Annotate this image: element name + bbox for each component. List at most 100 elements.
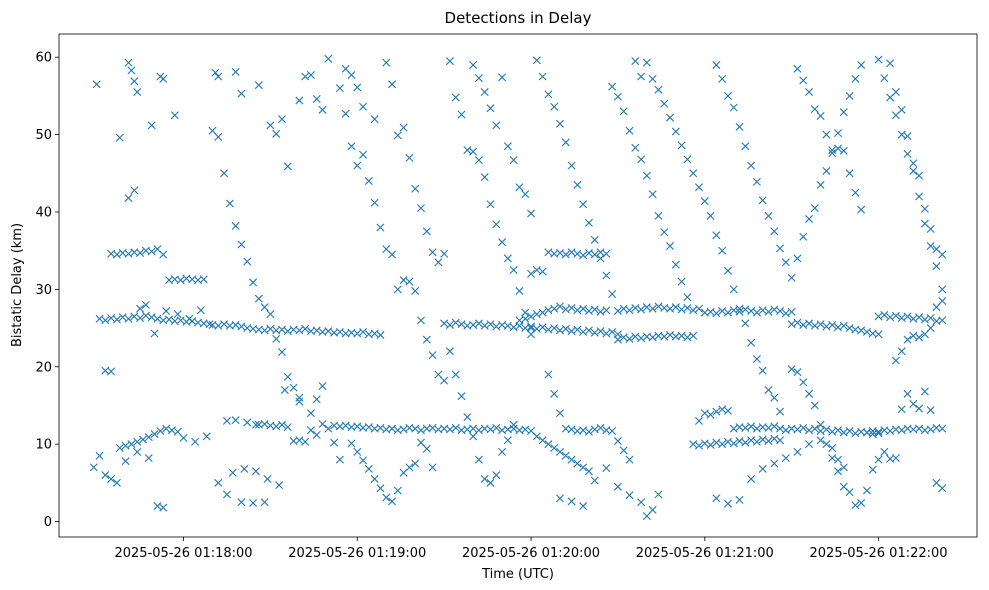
data-point bbox=[231, 320, 240, 329]
data-point bbox=[341, 109, 350, 118]
data-point bbox=[556, 326, 564, 335]
data-point bbox=[359, 150, 368, 159]
data-point bbox=[834, 323, 842, 332]
data-point bbox=[897, 405, 906, 414]
data-point bbox=[486, 425, 495, 434]
data-point bbox=[909, 159, 918, 168]
data-point bbox=[695, 183, 703, 192]
data-point bbox=[637, 334, 646, 343]
data-point bbox=[457, 320, 466, 329]
data-point bbox=[608, 426, 617, 435]
data-point bbox=[469, 424, 478, 433]
data-point bbox=[556, 249, 564, 257]
data-point bbox=[451, 318, 460, 327]
data-point bbox=[550, 324, 559, 333]
data-point bbox=[382, 58, 391, 67]
data-point bbox=[492, 471, 501, 480]
data-point bbox=[480, 88, 489, 97]
data-point bbox=[492, 121, 501, 130]
data-point bbox=[579, 304, 588, 313]
data-point bbox=[816, 426, 825, 435]
data-point bbox=[857, 498, 866, 507]
data-point bbox=[602, 249, 611, 258]
data-point bbox=[567, 303, 576, 312]
data-point bbox=[747, 161, 756, 170]
data-point bbox=[660, 99, 669, 108]
data-point bbox=[199, 275, 208, 284]
data-point bbox=[903, 335, 912, 344]
data-point bbox=[834, 129, 842, 138]
data-point bbox=[150, 430, 159, 439]
data-point bbox=[712, 309, 721, 318]
data-point bbox=[805, 88, 814, 97]
data-point bbox=[550, 389, 559, 398]
data-point bbox=[857, 205, 866, 214]
data-point bbox=[874, 330, 883, 339]
data-point bbox=[781, 309, 790, 318]
data-point bbox=[602, 271, 611, 280]
data-point bbox=[503, 142, 512, 151]
data-point bbox=[805, 389, 814, 398]
data-point bbox=[527, 322, 536, 331]
data-point bbox=[596, 307, 605, 316]
data-point bbox=[886, 59, 895, 68]
data-point bbox=[89, 463, 98, 472]
data-point bbox=[619, 333, 628, 342]
data-point bbox=[631, 57, 640, 66]
data-point bbox=[532, 324, 541, 333]
data-point bbox=[816, 420, 825, 429]
data-point bbox=[712, 494, 721, 503]
data-point bbox=[474, 319, 483, 328]
y-tick-label: 0 bbox=[44, 515, 52, 530]
data-point bbox=[897, 105, 906, 114]
data-point bbox=[608, 290, 617, 299]
data-point bbox=[222, 416, 231, 425]
data-point bbox=[671, 260, 680, 269]
data-point bbox=[596, 254, 605, 263]
data-point bbox=[295, 96, 304, 105]
data-point bbox=[573, 249, 582, 258]
data-point bbox=[480, 173, 489, 182]
data-point bbox=[810, 204, 819, 213]
data-point bbox=[561, 138, 570, 147]
data-point bbox=[584, 218, 593, 227]
data-point bbox=[793, 368, 802, 377]
data-point bbox=[556, 409, 564, 418]
data-point bbox=[556, 302, 564, 311]
data-point bbox=[625, 455, 634, 464]
data-point bbox=[544, 370, 553, 379]
data-point bbox=[220, 169, 229, 178]
data-point bbox=[144, 454, 153, 463]
data-point bbox=[550, 444, 559, 452]
data-point bbox=[376, 223, 385, 232]
data-point bbox=[341, 421, 350, 430]
data-point bbox=[353, 447, 362, 456]
data-point bbox=[170, 111, 179, 120]
data-point bbox=[251, 420, 260, 429]
data-point bbox=[741, 319, 750, 328]
data-point bbox=[602, 306, 611, 315]
data-point bbox=[654, 211, 663, 220]
data-point bbox=[249, 498, 258, 507]
data-point bbox=[619, 446, 628, 455]
data-point bbox=[874, 429, 883, 438]
data-point bbox=[886, 426, 895, 435]
data-point bbox=[237, 498, 246, 507]
data-point bbox=[683, 303, 692, 312]
data-point bbox=[544, 325, 553, 334]
data-point bbox=[107, 367, 116, 376]
data-point bbox=[828, 320, 837, 329]
data-point bbox=[602, 329, 611, 338]
data-point bbox=[277, 420, 286, 429]
data-point bbox=[159, 503, 168, 512]
data-point bbox=[596, 248, 605, 257]
data-point bbox=[666, 331, 675, 340]
data-point bbox=[112, 315, 121, 324]
data-point bbox=[318, 105, 327, 114]
data-point bbox=[544, 440, 553, 449]
data-point bbox=[527, 269, 536, 278]
data-point bbox=[903, 132, 912, 141]
data-point bbox=[926, 425, 935, 434]
data-point bbox=[666, 113, 675, 122]
